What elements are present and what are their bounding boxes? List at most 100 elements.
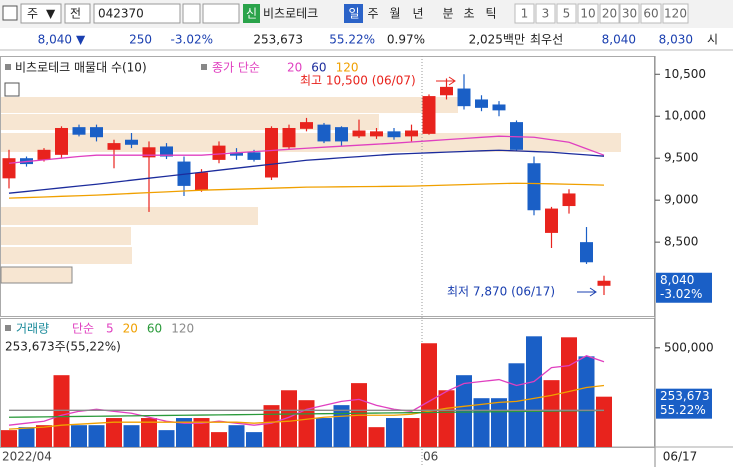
candle-body — [107, 143, 121, 150]
volume-legend-title: 거래량 — [16, 322, 49, 336]
candle-body — [230, 152, 243, 156]
ask: 8,040 — [602, 33, 636, 47]
candle-body — [580, 242, 593, 263]
badge: 신 — [246, 7, 257, 21]
x-tick-label: 2022/04 — [2, 450, 52, 464]
last-label: 253,673 — [660, 389, 710, 403]
interval-label: 30 — [622, 7, 637, 21]
last-rate: 55.22% — [660, 403, 706, 417]
ma-line — [8, 182, 605, 199]
candle-body — [55, 127, 68, 155]
candle-body — [142, 147, 156, 158]
volume-bar — [281, 390, 297, 447]
legend-entry: 20 — [123, 322, 138, 336]
period-tab[interactable] — [363, 4, 383, 23]
candle-body — [475, 99, 488, 108]
interval-tab[interactable] — [556, 3, 577, 24]
period-label: 초 — [463, 7, 474, 21]
candle-body — [90, 127, 103, 138]
period-tab[interactable] — [438, 4, 458, 23]
legend-icon — [5, 64, 11, 70]
high-note: 최고 10,500 (06/07) — [300, 74, 416, 88]
interval-label: 60 — [643, 7, 658, 21]
candle-body — [545, 208, 558, 233]
candle-body — [317, 124, 331, 142]
low-note: 최저 7,870 (06/17) — [447, 285, 555, 299]
interval-tab[interactable] — [535, 3, 556, 24]
profile-band — [1, 114, 379, 130]
volume-bar — [18, 427, 35, 447]
volume-bar — [211, 432, 227, 447]
period-label: 년 — [412, 7, 423, 21]
market-select[interactable] — [20, 3, 62, 24]
period-tab[interactable] — [408, 4, 428, 23]
volume-bar — [176, 418, 192, 447]
volume-ratio: 55.22% — [329, 33, 375, 47]
price-arrow: ▼ — [76, 33, 86, 47]
profile-band — [1, 97, 458, 113]
profile-band — [1, 247, 132, 264]
profile-band — [1, 207, 258, 225]
calendar-icon[interactable] — [4, 82, 20, 97]
candle-body — [352, 130, 366, 137]
ma-line — [8, 135, 605, 164]
interval-label: 5 — [563, 7, 571, 21]
price-ma-label: 종가 단순 — [212, 61, 260, 75]
change: 250 — [129, 33, 152, 47]
y-tick-label: 10,000 — [664, 109, 706, 123]
candle-body — [405, 130, 418, 137]
volume-bar — [246, 432, 262, 447]
period-label: 주 — [367, 7, 378, 21]
volume-bar — [491, 398, 507, 447]
period-label: 분 — [442, 7, 453, 21]
volume: 253,673 — [253, 33, 303, 47]
low-arrow — [577, 287, 597, 297]
volume-bar — [596, 396, 612, 447]
candle-body — [247, 152, 261, 160]
interval-tab[interactable] — [514, 3, 535, 24]
volume-bar — [403, 418, 420, 447]
period-tab[interactable] — [344, 4, 364, 23]
volume-bar — [1, 430, 17, 447]
dropdown-arrow: ▼ — [46, 7, 56, 21]
interval-tab[interactable] — [599, 3, 620, 24]
sound-button[interactable] — [202, 3, 240, 24]
volume-bar — [386, 418, 402, 447]
candle-body — [212, 145, 226, 160]
candle-body — [510, 122, 523, 150]
last-label: 8,040 — [660, 273, 694, 287]
candle-body — [597, 280, 611, 286]
code-input[interactable] — [93, 3, 181, 24]
menu-icon[interactable] — [2, 5, 18, 21]
period-tab[interactable] — [385, 4, 405, 23]
volume-bar — [316, 418, 332, 447]
candle-body — [125, 139, 138, 145]
volume-bar — [263, 405, 280, 447]
interval-tab[interactable] — [577, 3, 599, 24]
legend-entry: 60 — [311, 61, 326, 75]
best-label: 최우선 — [530, 33, 563, 47]
volume-bar — [368, 427, 385, 447]
interval-tab[interactable] — [619, 3, 640, 24]
code-dropdown[interactable] — [182, 3, 201, 24]
volume-bar — [158, 430, 175, 447]
period-label: 월 — [389, 7, 400, 21]
period-tab[interactable] — [481, 4, 501, 23]
period-tab[interactable] — [459, 4, 479, 23]
ma-line — [8, 384, 605, 430]
rate: -3.02% — [171, 33, 213, 47]
price-legend-title: 비츠로테크 매물대 수(10) — [15, 61, 147, 75]
legend-entry: 120 — [171, 322, 194, 336]
last-rate: -3.02% — [660, 287, 702, 301]
legend-entry: 120 — [336, 61, 359, 75]
volume-ma-label: 단순 — [72, 322, 94, 336]
interval-tab[interactable] — [662, 3, 689, 24]
candle-body — [370, 131, 383, 137]
candle-body — [562, 193, 576, 207]
interval-tab[interactable] — [640, 3, 662, 24]
volume-bar — [141, 418, 157, 447]
volume-bar — [526, 336, 542, 447]
type-button[interactable] — [64, 3, 91, 24]
